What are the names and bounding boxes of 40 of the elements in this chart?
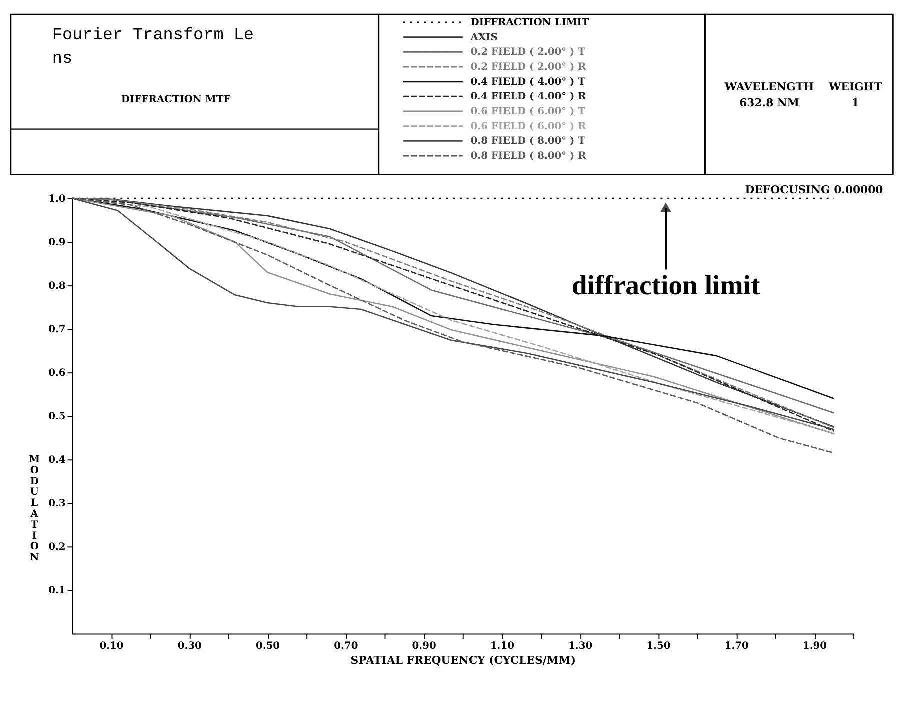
text: 0.4 FIELD ( 4.00° ) R xyxy=(470,92,588,103)
text: AXIS xyxy=(470,32,498,44)
text: 0.2 FIELD ( 2.00° ) T xyxy=(470,47,586,58)
x-tick-label: 0.30 xyxy=(178,641,202,652)
text: 0.8 FIELD ( 8.00° ) R xyxy=(470,150,588,162)
x-tick-label: 1.50 xyxy=(646,641,671,652)
x-tick-label: 1.90 xyxy=(802,641,828,652)
text: 632.8 NM xyxy=(740,96,800,110)
x-tick-label: 0.50 xyxy=(256,641,280,652)
y-tick-label: 0.4 xyxy=(48,455,66,466)
text: WEIGHT xyxy=(828,80,882,94)
y-tick-label: 0.2 xyxy=(48,542,66,554)
text: 0.4 FIELD ( 4.00° ) T xyxy=(470,76,586,88)
y-tick-label: 0.7 xyxy=(48,324,66,336)
y-tick-label: 0.6 xyxy=(48,368,66,380)
text: 0.6 FIELD ( 6.00° ) T xyxy=(470,106,586,118)
y-tick-label: 0.9 xyxy=(48,238,66,249)
text: DEFOCUSING 0.00000 xyxy=(745,184,884,197)
text: WAVELENGTH xyxy=(724,80,814,94)
text: 1 xyxy=(852,96,860,110)
text: MODULATION xyxy=(29,454,40,564)
text: 0.2 FIELD ( 2.00° ) R xyxy=(470,62,588,73)
y-tick-label: 0.5 xyxy=(48,412,66,423)
x-axis-title: SPATIAL FREQUENCY (CYCLES/MM) xyxy=(350,654,576,667)
chart-title: Fourier Transform Lens xyxy=(52,26,254,70)
text: 0.6 FIELD ( 6.00° ) R xyxy=(470,121,588,132)
x-tick-label: 1.30 xyxy=(568,641,593,652)
annotation: diffraction limit xyxy=(572,269,761,300)
text: DIFFRACTION LIMIT xyxy=(470,17,590,28)
text: 0.8 FIELD ( 8.00° ) T xyxy=(470,136,586,148)
y-tick-label: 0.8 xyxy=(48,281,66,292)
x-tick-label: 0.10 xyxy=(100,641,124,652)
x-tick-label: 1.70 xyxy=(724,641,749,652)
y-tick-label: 1.0 xyxy=(48,194,66,205)
x-tick-label: 0.90 xyxy=(412,641,436,652)
y-tick-label: 0.3 xyxy=(48,498,66,510)
y-tick-label: 0.1 xyxy=(48,586,66,597)
chart-subtitle: DIFFRACTION MTF xyxy=(121,94,231,106)
x-tick-label: 1.10 xyxy=(490,641,515,652)
x-tick-label: 0.70 xyxy=(334,641,358,652)
